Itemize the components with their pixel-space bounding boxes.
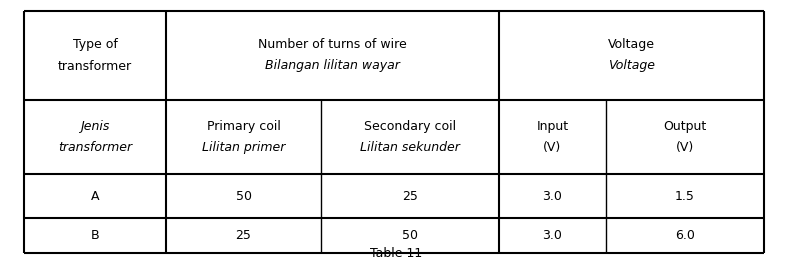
Text: Voltage: Voltage bbox=[608, 38, 655, 51]
Text: 1.5: 1.5 bbox=[675, 190, 695, 202]
Text: Secondary coil: Secondary coil bbox=[364, 120, 456, 133]
Text: A: A bbox=[91, 190, 99, 202]
Text: (V): (V) bbox=[543, 141, 562, 154]
Text: Type of: Type of bbox=[73, 38, 117, 51]
Text: Primary coil: Primary coil bbox=[207, 120, 280, 133]
Text: 3.0: 3.0 bbox=[543, 229, 562, 242]
Text: Lilitan sekunder: Lilitan sekunder bbox=[360, 141, 460, 154]
Text: 25: 25 bbox=[235, 229, 252, 242]
Text: Number of turns of wire: Number of turns of wire bbox=[258, 38, 407, 51]
Text: Jenis: Jenis bbox=[80, 120, 110, 133]
Text: transformer: transformer bbox=[58, 141, 132, 154]
Text: 6.0: 6.0 bbox=[675, 229, 695, 242]
Text: 50: 50 bbox=[235, 190, 252, 202]
Text: B: B bbox=[91, 229, 99, 242]
Text: Voltage: Voltage bbox=[608, 59, 655, 73]
Text: Input: Input bbox=[536, 120, 569, 133]
Text: 50: 50 bbox=[402, 229, 418, 242]
Text: transformer: transformer bbox=[58, 59, 132, 73]
Text: Table 11: Table 11 bbox=[370, 247, 422, 260]
Text: (V): (V) bbox=[676, 141, 695, 154]
Text: Bilangan lilitan wayar: Bilangan lilitan wayar bbox=[265, 59, 400, 73]
Text: 25: 25 bbox=[402, 190, 418, 202]
Text: Lilitan primer: Lilitan primer bbox=[202, 141, 285, 154]
Text: 3.0: 3.0 bbox=[543, 190, 562, 202]
Text: Output: Output bbox=[664, 120, 706, 133]
